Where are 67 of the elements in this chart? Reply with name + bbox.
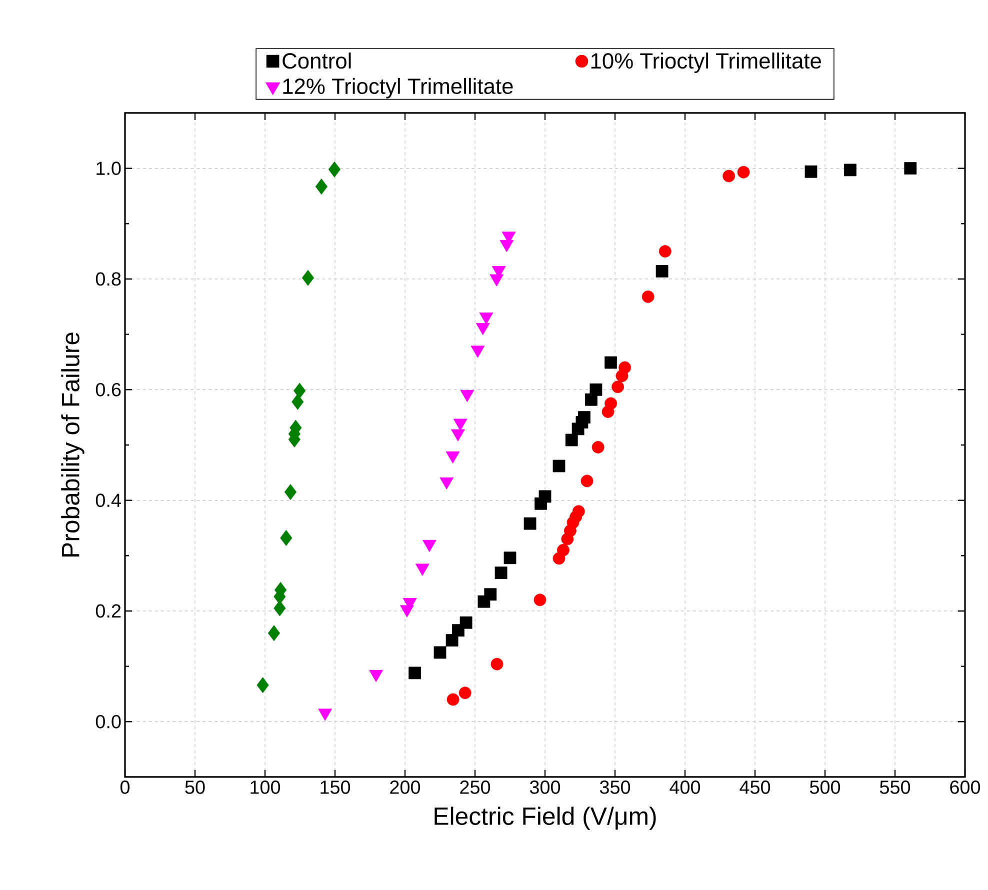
- y-tick-label: 0.6: [96, 382, 121, 396]
- legend-label: 10% Trioctyl Trimellitate: [591, 52, 821, 74]
- point: [302, 270, 314, 286]
- point: [538, 490, 552, 503]
- point: [592, 440, 604, 454]
- point: [280, 530, 292, 546]
- point: [578, 411, 590, 424]
- x-axis-title: Electric Field (V/μm): [434, 806, 656, 830]
- point: [552, 460, 566, 472]
- point: [484, 588, 497, 601]
- x-tick-label: 400: [670, 780, 700, 794]
- y-tick-label: 0.2: [96, 604, 121, 618]
- point: [722, 170, 736, 182]
- y-tick-label: 0.0: [96, 714, 121, 728]
- point: [274, 600, 286, 616]
- point: [504, 552, 516, 564]
- point: [612, 380, 624, 394]
- point: [590, 383, 602, 396]
- y-tick-label: 0.4: [96, 494, 121, 508]
- point: [292, 394, 304, 410]
- point: [604, 397, 618, 410]
- x-tick-label: 150: [320, 780, 350, 794]
- point: [572, 505, 585, 518]
- point: [642, 290, 654, 303]
- point: [557, 544, 570, 556]
- point: [284, 484, 297, 500]
- point: [804, 165, 818, 178]
- point: [328, 161, 340, 178]
- point: [294, 382, 306, 399]
- x-tick-label: 600: [950, 780, 980, 794]
- x-tick-label: 50: [185, 780, 205, 794]
- point: [458, 686, 472, 700]
- point: [618, 361, 632, 374]
- x-tick-label: 100: [250, 780, 280, 794]
- x-tick-label: 200: [390, 780, 420, 794]
- point: [315, 178, 328, 195]
- point: [494, 566, 508, 580]
- point: [460, 616, 472, 629]
- x-tick-label: 250: [460, 780, 490, 794]
- point: [580, 474, 594, 488]
- point: [408, 666, 422, 680]
- point: [446, 693, 460, 706]
- legend-label: Control: [282, 52, 351, 69]
- point: [534, 594, 546, 606]
- x-tick-label: 550: [880, 780, 910, 794]
- point: [256, 677, 269, 694]
- point: [604, 356, 618, 369]
- x-tick-label: 350: [600, 780, 630, 794]
- y-tick-label: 0.8: [96, 272, 121, 286]
- point: [446, 634, 458, 647]
- point: [565, 434, 578, 446]
- x-tick-label: 0: [120, 780, 130, 794]
- point: [904, 162, 917, 175]
- point: [656, 265, 668, 278]
- y-tick-label: 1.0: [96, 162, 121, 176]
- x-tick-label: 500: [810, 780, 840, 794]
- point: [658, 245, 672, 258]
- legend-label: 12% Trioctyl Trimellitate: [283, 78, 513, 98]
- point: [434, 646, 446, 659]
- x-tick-label: 300: [530, 780, 560, 794]
- point: [524, 517, 536, 530]
- point: [844, 164, 856, 176]
- x-tick-label: 450: [740, 780, 770, 794]
- y-axis-title: Probability of Failure: [61, 332, 84, 556]
- point: [737, 166, 750, 178]
- point: [490, 658, 504, 670]
- point: [268, 625, 280, 642]
